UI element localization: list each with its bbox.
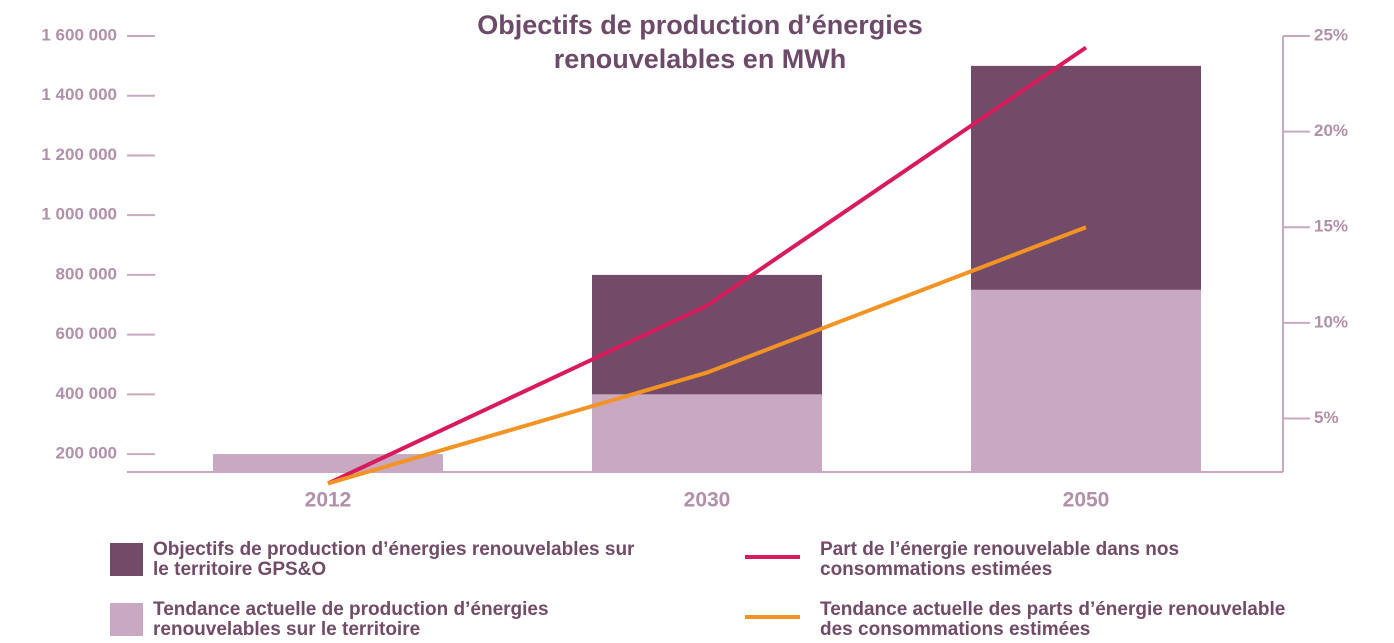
y2-tick-label: 5% (1314, 408, 1339, 427)
x-tick-label: 2012 (305, 489, 352, 512)
legend-label: Tendance actuelle des parts d’énergie re… (820, 599, 1286, 640)
y2-tick-label: 10% (1314, 312, 1348, 331)
chart-title: Objectifs de production d’énergies renou… (477, 10, 923, 74)
bar (213, 454, 443, 472)
y2-tick-label: 25% (1314, 25, 1348, 44)
x-tick-label: 2050 (1063, 489, 1110, 512)
y-tick-label: 800 000 (56, 264, 117, 283)
legend-label: Tendance actuelle de production d’énergi… (153, 599, 549, 640)
legend-label: Part de l’énergie renouvelable dans nos … (820, 539, 1180, 580)
line (327, 45, 1088, 486)
bar (592, 274, 822, 395)
x-tick-label: 2030 (684, 489, 731, 512)
line (327, 225, 1087, 486)
y-tick-label: 1 600 000 (41, 25, 117, 44)
y-tick-label: 200 000 (56, 444, 117, 463)
legend-swatch (110, 543, 143, 576)
y-tick-label: 600 000 (56, 324, 117, 343)
y-tick-label: 1 400 000 (41, 85, 117, 104)
legend-label: Objectifs de production d’énergies renou… (153, 539, 635, 580)
y-tick-label: 1 000 000 (41, 205, 117, 224)
y-tick-label: 400 000 (56, 384, 117, 403)
bar (592, 394, 822, 472)
y2-tick-label: 15% (1314, 217, 1348, 236)
legend-swatch (110, 603, 143, 636)
y-tick-label: 1 200 000 (41, 145, 117, 164)
bar (971, 289, 1201, 472)
y2-tick-label: 20% (1314, 121, 1348, 140)
bar (971, 65, 1201, 290)
